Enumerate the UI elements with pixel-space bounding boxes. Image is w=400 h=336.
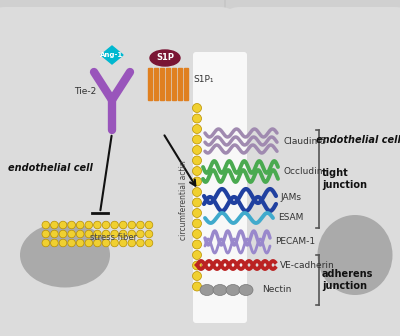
Circle shape [192,125,202,133]
Circle shape [59,239,67,247]
Circle shape [192,187,202,197]
FancyBboxPatch shape [193,52,247,323]
Circle shape [76,239,84,247]
Circle shape [50,230,58,238]
FancyBboxPatch shape [222,7,400,336]
Bar [154,68,158,100]
Circle shape [94,239,101,247]
Circle shape [68,230,75,238]
Text: Tie-2: Tie-2 [74,87,96,96]
Circle shape [192,271,202,281]
Text: tight
junction: tight junction [322,168,367,190]
Circle shape [136,230,144,238]
Bar [148,68,152,100]
Circle shape [128,230,136,238]
Circle shape [59,230,67,238]
Circle shape [111,239,118,247]
Circle shape [119,221,127,229]
Circle shape [102,221,110,229]
Text: PECAM-1: PECAM-1 [275,238,315,247]
Circle shape [192,229,202,239]
Circle shape [192,145,202,155]
Text: S1P: S1P [156,53,174,62]
Text: Claudin-5: Claudin-5 [283,136,326,145]
Text: S1P₁: S1P₁ [193,76,214,84]
Text: stress fiber: stress fiber [90,233,138,242]
Circle shape [192,103,202,113]
Circle shape [50,221,58,229]
Circle shape [136,239,144,247]
Bar [166,68,170,100]
Circle shape [145,239,153,247]
Circle shape [85,221,92,229]
Circle shape [102,239,110,247]
Circle shape [128,239,136,247]
Ellipse shape [318,215,392,295]
Text: Occludin: Occludin [283,168,322,176]
Circle shape [111,230,118,238]
Circle shape [85,239,92,247]
Bar [178,68,182,100]
Circle shape [145,230,153,238]
Circle shape [76,221,84,229]
Text: Ang-1: Ang-1 [100,52,124,58]
Circle shape [50,239,58,247]
Circle shape [192,209,202,217]
Ellipse shape [200,285,214,295]
Text: JAMs: JAMs [280,194,301,203]
Circle shape [192,282,202,291]
Circle shape [42,221,50,229]
Circle shape [192,240,202,249]
Text: Nectin: Nectin [262,286,291,294]
Circle shape [192,167,202,175]
Ellipse shape [150,50,180,66]
Circle shape [94,230,101,238]
Text: circumferential actin: circumferential actin [180,160,188,240]
Ellipse shape [20,222,110,288]
Circle shape [192,177,202,186]
Ellipse shape [226,285,240,295]
Circle shape [42,230,50,238]
Circle shape [76,230,84,238]
Circle shape [192,219,202,228]
FancyBboxPatch shape [0,0,240,336]
Text: ESAM: ESAM [278,213,303,222]
Ellipse shape [213,285,227,295]
Circle shape [59,221,67,229]
Circle shape [136,221,144,229]
Circle shape [145,221,153,229]
Circle shape [111,221,118,229]
Circle shape [68,221,75,229]
Circle shape [119,239,127,247]
Text: adherens
junction: adherens junction [322,269,373,291]
Bar [172,68,176,100]
Circle shape [119,230,127,238]
Text: endothelial cell: endothelial cell [316,135,400,145]
Circle shape [192,198,202,207]
Circle shape [192,114,202,123]
Polygon shape [101,46,123,64]
Circle shape [128,221,136,229]
Text: VE-cadherin: VE-cadherin [280,260,335,269]
Text: endothelial cell: endothelial cell [8,163,92,173]
Circle shape [102,230,110,238]
Bar [184,68,188,100]
Bar [160,68,164,100]
Circle shape [192,261,202,270]
Circle shape [192,156,202,165]
FancyBboxPatch shape [225,0,400,336]
FancyBboxPatch shape [0,7,238,336]
Circle shape [42,239,50,247]
Circle shape [68,239,75,247]
Circle shape [192,251,202,259]
Circle shape [85,230,92,238]
Circle shape [192,135,202,144]
Ellipse shape [239,285,253,295]
Circle shape [94,221,101,229]
